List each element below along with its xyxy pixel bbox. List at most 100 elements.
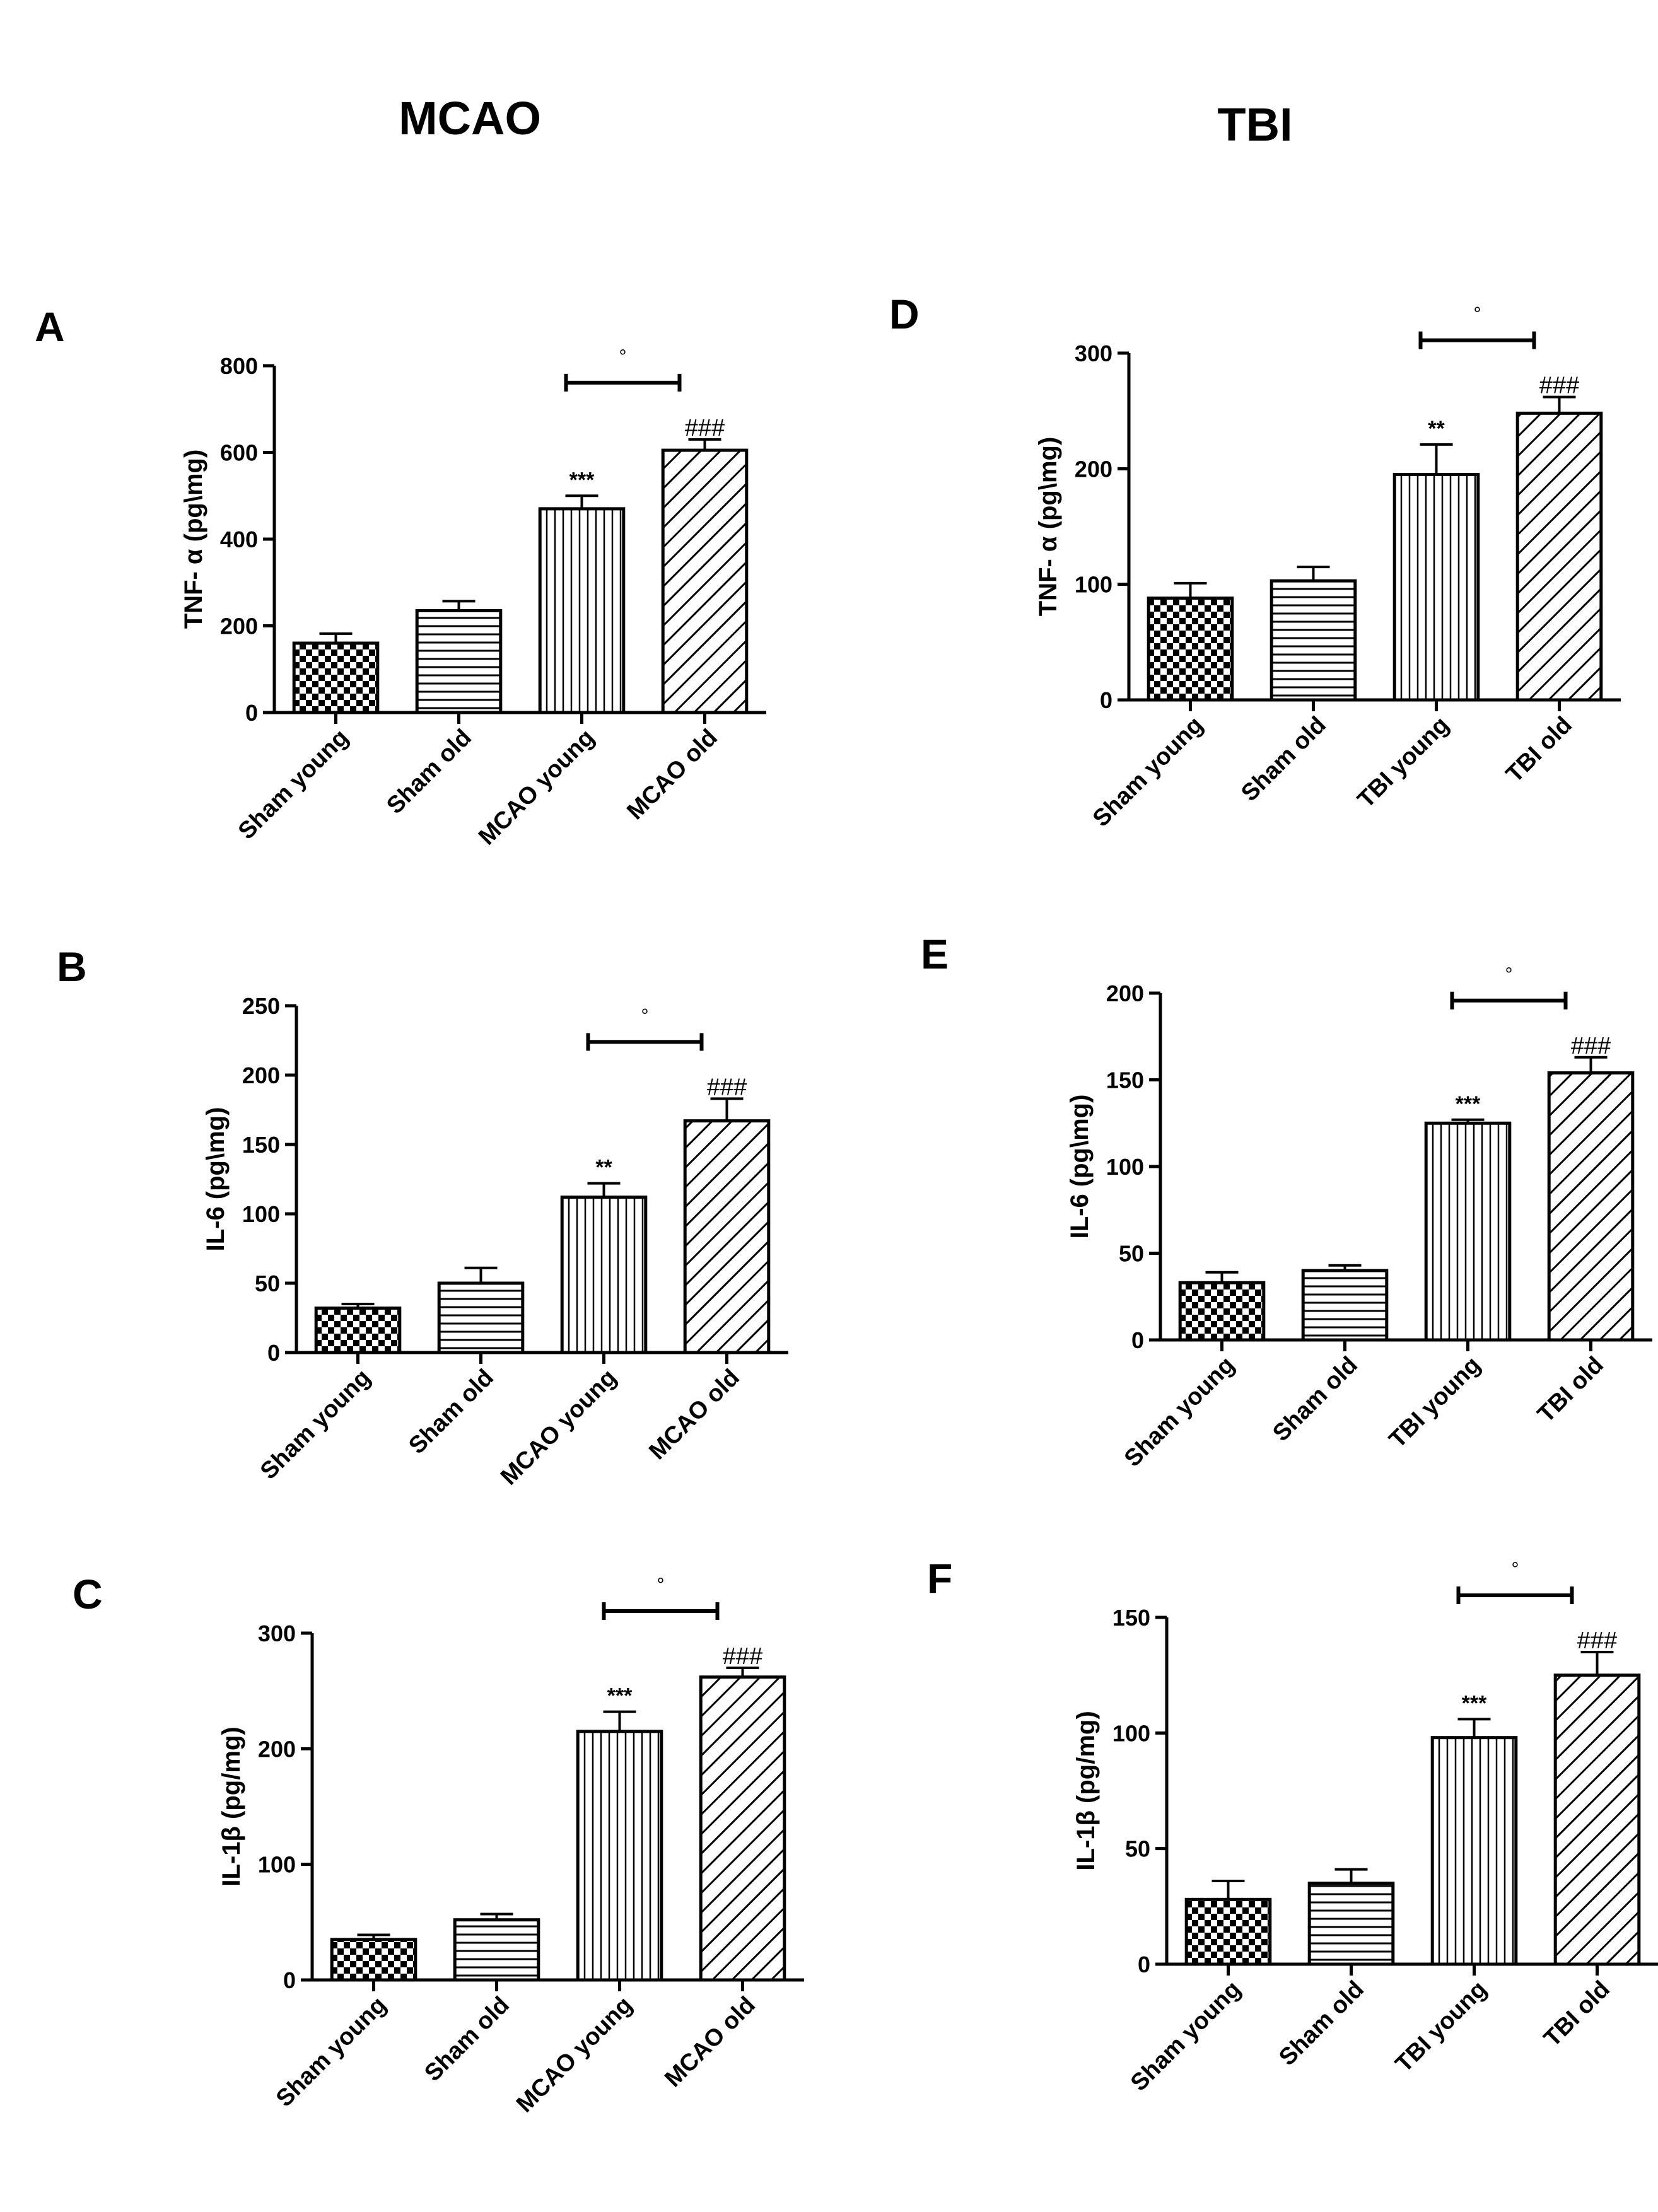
y-tick-label: 150: [1106, 1068, 1144, 1093]
y-axis-label: TNF- α (pg\mg): [1034, 437, 1062, 617]
bracket-label: °: [657, 1575, 665, 1595]
y-tick-label: 300: [1075, 341, 1112, 366]
significance-label: ###: [685, 415, 725, 441]
significance-label: ***: [569, 468, 595, 492]
bar: [1184, 1897, 1272, 1966]
bar: [1307, 1882, 1395, 1966]
x-tick-label: Sham old: [382, 725, 477, 820]
bar: [330, 1938, 417, 1982]
bar: [661, 448, 749, 714]
column-title-tbi: TBI: [1217, 98, 1293, 151]
panel-b: B IL-6 (pg\mg) 0 50 100 150 200 250 Sham young S…: [57, 943, 801, 1535]
y-tick-label: 200: [258, 1736, 296, 1762]
chart-a: TNF- α (pg\mg) 0 200 400 600 800 Sham young Sha…: [180, 346, 766, 851]
bracket-label: °: [1505, 964, 1513, 985]
y-tick-label: 200: [242, 1062, 280, 1088]
bar: [1270, 579, 1357, 702]
significance-label: **: [595, 1156, 612, 1180]
bracket-label: °: [619, 346, 627, 367]
x-tick-label: TBI young: [1384, 1352, 1486, 1453]
y-tick-label: 100: [242, 1201, 280, 1227]
panel-a: A TNF- α (pg\mg) 0 200 400 600 800 Sham young S…: [35, 303, 779, 895]
chart-f: IL-1β (pg/mg) 0 50 100 150 Sham young Sham old…: [1072, 1559, 1658, 2097]
panel-letter: E: [921, 931, 949, 977]
panel-letter: D: [889, 291, 919, 337]
bar: [453, 1918, 540, 1982]
y-tick-label: 100: [258, 1852, 296, 1878]
panel-e: E IL-6 (pg\mg) 0 50 100 150 200 Sham young Sham…: [921, 930, 1658, 1523]
x-tick-label: Sham young: [233, 725, 354, 845]
bar: [538, 507, 626, 714]
bar: [292, 641, 380, 714]
y-tick-label: 50: [255, 1271, 280, 1296]
y-tick-label: 100: [1106, 1154, 1144, 1180]
x-tick-label: TBI old: [1501, 712, 1577, 788]
y-tick-label: 0: [283, 1967, 296, 1993]
x-tick-label: TBI young: [1391, 1976, 1492, 2078]
bar: [437, 1281, 525, 1354]
y-tick-label: 150: [242, 1132, 280, 1158]
chart-e: IL-6 (pg\mg) 0 50 100 150 200 Sham young Sham o…: [1066, 964, 1652, 1472]
y-tick-label: 300: [258, 1621, 296, 1646]
bar: [1178, 1281, 1266, 1342]
x-tick-label: TBI young: [1353, 712, 1454, 813]
x-tick-label: Sham young: [1119, 1352, 1240, 1472]
y-tick-label: 200: [1106, 981, 1144, 1006]
x-tick-label: TBI old: [1539, 1976, 1615, 2052]
bar: [1424, 1121, 1512, 1342]
bar: [683, 1119, 771, 1354]
bar: [1301, 1269, 1389, 1342]
chart-b: IL-6 (pg\mg) 0 50 100 150 200 250 Sham young Sha…: [202, 993, 788, 1491]
y-axis-label: TNF- α (pg\mg): [180, 450, 207, 629]
significance-label: ***: [1462, 1691, 1487, 1715]
y-tick-label: 0: [267, 1340, 280, 1366]
y-tick-label: 250: [242, 993, 280, 1019]
panel-d: D TNF- α (pg\mg) 0 100 200 300 Sham young Sham…: [889, 290, 1633, 883]
y-tick-label: 100: [1112, 1720, 1150, 1746]
significance-label: ###: [1577, 1627, 1617, 1654]
x-tick-label: Sham young: [1126, 1976, 1246, 2097]
x-tick-label: TBI old: [1532, 1352, 1609, 1428]
bar: [699, 1675, 786, 1982]
bracket-label: °: [1474, 304, 1481, 325]
significance-label: ***: [607, 1684, 633, 1708]
bar: [560, 1196, 648, 1354]
bar: [1553, 1674, 1641, 1966]
y-tick-label: 100: [1075, 572, 1112, 598]
x-tick-label: Sham young: [271, 1992, 392, 2112]
y-tick-label: 50: [1119, 1241, 1144, 1267]
panel-letter: A: [35, 303, 65, 350]
x-tick-label: Sham old: [404, 1365, 499, 1460]
x-tick-label: MCAO old: [622, 725, 723, 825]
panel-letter: B: [57, 943, 87, 990]
x-tick-label: Sham old: [1274, 1976, 1369, 2071]
y-tick-label: 0: [1138, 1952, 1150, 1977]
significance-label: ###: [1571, 1033, 1611, 1059]
y-tick-label: 0: [1100, 687, 1112, 713]
x-tick-label: MCAO young: [474, 725, 600, 851]
x-tick-label: Sham young: [1088, 712, 1208, 832]
bar: [1147, 597, 1234, 702]
x-tick-label: MCAO young: [496, 1365, 622, 1491]
bar: [1547, 1071, 1635, 1342]
x-tick-label: Sham young: [255, 1365, 376, 1485]
panel-f: F IL-1β (pg/mg) 0 50 100 150 Sham young Sham o…: [927, 1554, 1658, 2147]
panel-letter: F: [927, 1555, 953, 1602]
y-tick-label: 0: [245, 700, 258, 726]
significance-label: ###: [723, 1643, 762, 1670]
y-axis-label: IL-1β (pg/mg): [1072, 1711, 1100, 1870]
bar: [1392, 473, 1480, 702]
bar: [415, 608, 503, 714]
significance-label: ###: [707, 1074, 747, 1100]
y-axis-label: IL-6 (pg\mg): [202, 1107, 230, 1252]
bracket-label: °: [641, 1005, 649, 1026]
y-tick-label: 600: [220, 440, 258, 466]
column-title-mcao: MCAO: [398, 92, 542, 144]
bar: [314, 1307, 402, 1354]
significance-label: **: [1428, 417, 1445, 441]
x-tick-label: Sham old: [1268, 1352, 1363, 1447]
y-axis-label: IL-1β (pg/mg): [218, 1726, 245, 1886]
bracket-label: °: [1512, 1559, 1519, 1580]
x-tick-label: MCAO old: [644, 1365, 745, 1465]
y-tick-label: 200: [220, 614, 258, 639]
